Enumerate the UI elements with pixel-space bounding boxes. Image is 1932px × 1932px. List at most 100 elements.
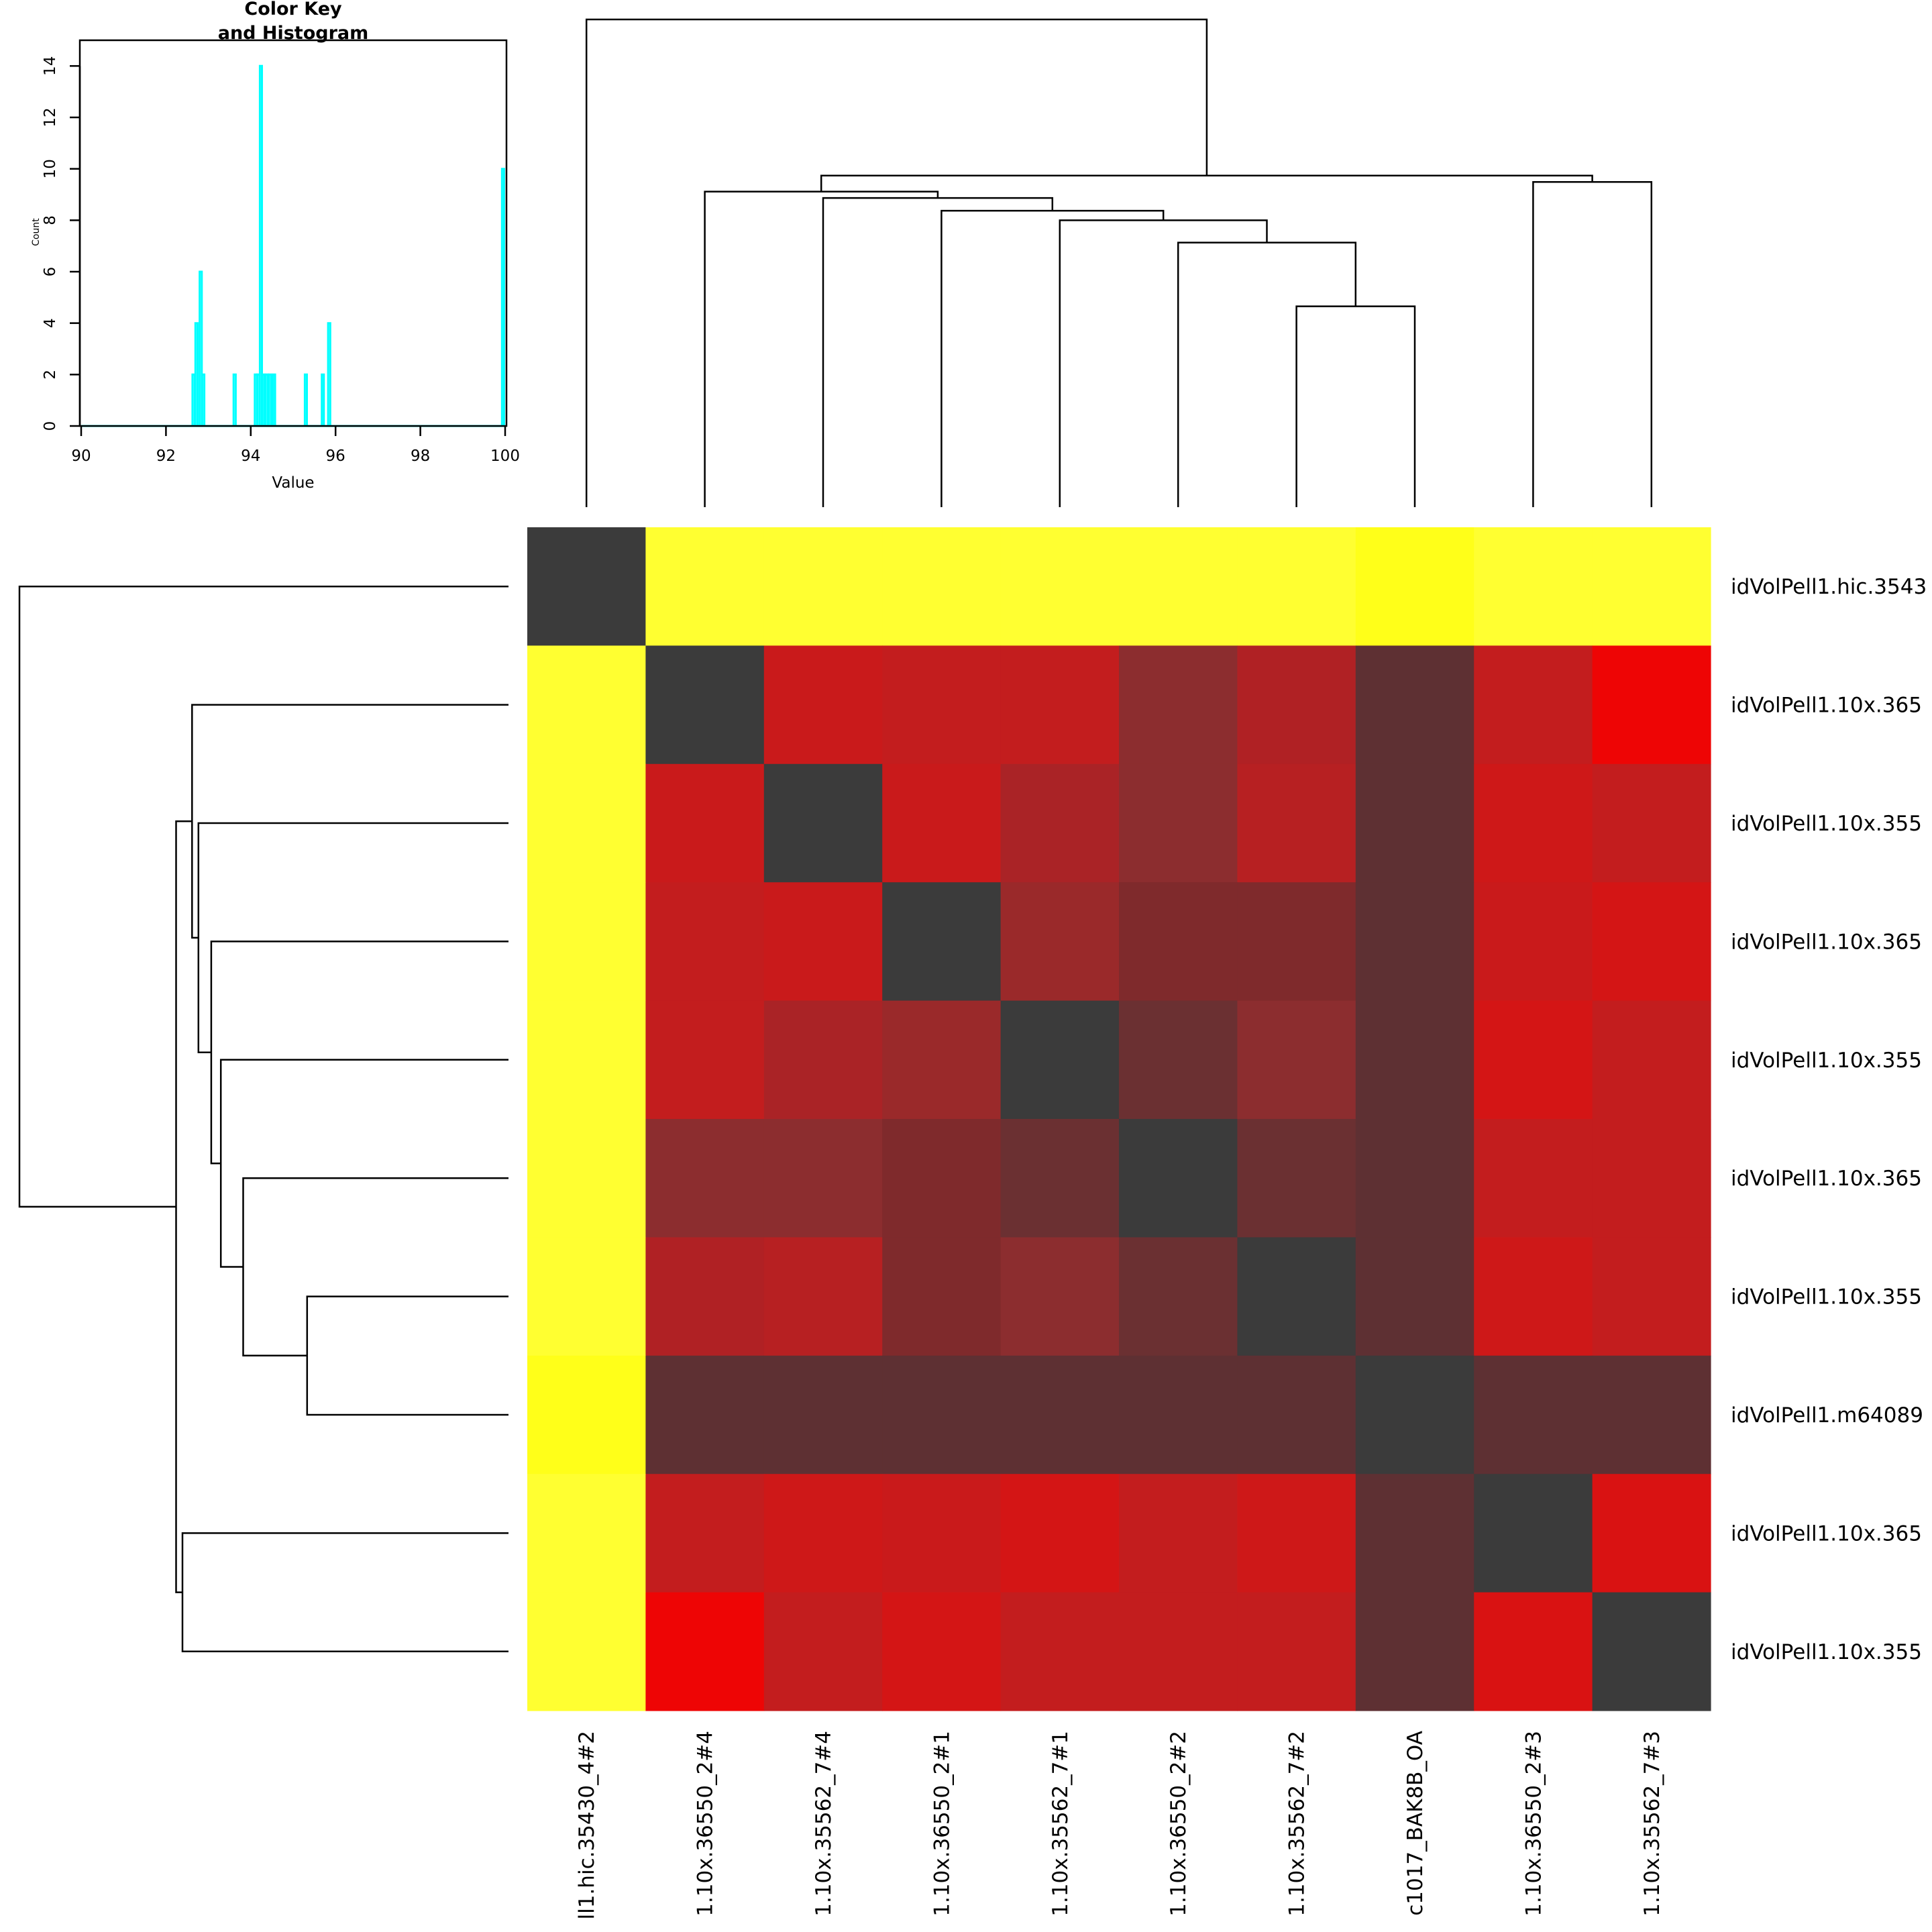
heatmap-cell-r9-c7 xyxy=(1355,1592,1474,1711)
histogram-bin-0 xyxy=(191,373,196,426)
heatmap-cell-r1-c1 xyxy=(645,645,765,765)
column-dendrogram-merge-5 xyxy=(704,191,939,507)
heatmap-cell-r2-c7 xyxy=(1355,763,1474,883)
heatmap-cell-r7-c7 xyxy=(1355,1355,1474,1474)
heatmap-cell-r5-c5 xyxy=(1119,1119,1238,1238)
histogram-bin-8 xyxy=(261,373,266,426)
heatmap-cell-r5-c0 xyxy=(527,1119,646,1238)
heatmap-cell-r5-c8 xyxy=(1474,1119,1593,1238)
column-label-8: 1.10x.36550_2#3 xyxy=(1521,1731,1546,1917)
heatmap-cell-r6-c3 xyxy=(882,1237,1002,1356)
color-key-x-axis: 90 92 94 96 98 100 xyxy=(71,425,520,465)
heatmap-cell-r4-c8 xyxy=(1474,1000,1593,1120)
histogram-bin-12 xyxy=(303,373,308,426)
heatmap-cell-r7-c5 xyxy=(1119,1355,1238,1474)
row-label-8: idVolPell1.10x.365 xyxy=(1731,1521,1922,1546)
heatmap-cell-r3-c9 xyxy=(1592,882,1711,1002)
heatmap-cell-r5-c2 xyxy=(763,1119,883,1238)
heatmap-cell-r1-c0 xyxy=(527,645,646,765)
histogram-bin-13 xyxy=(321,373,325,426)
column-label-9: 1.10x.35562_7#3 xyxy=(1640,1731,1664,1917)
row-dendrogram-merge-0 xyxy=(306,1295,508,1416)
column-dendrogram-merge-2 xyxy=(1059,219,1268,507)
heatmap-cell-r0-c2 xyxy=(763,527,883,646)
heatmap-cell-r3-c2 xyxy=(763,882,883,1002)
heatmap-cell-r7-c6 xyxy=(1237,1355,1356,1474)
heatmap-cell-r6-c8 xyxy=(1474,1237,1593,1356)
heatmap-cell-r4-c6 xyxy=(1237,1000,1356,1120)
color-key-histogram-lines xyxy=(81,64,505,427)
heatmap-cell-r0-c1 xyxy=(645,527,765,646)
heatmap-cell-r9-c0 xyxy=(527,1592,646,1711)
x-tick-label-1: 92 xyxy=(156,447,176,465)
heatmap-cell-r6-c9 xyxy=(1592,1237,1711,1356)
y-tick-label-4: 8 xyxy=(42,215,59,225)
column-dendrogram-merge-4 xyxy=(822,197,1054,507)
row-dendrogram-merge-5 xyxy=(191,704,508,939)
heatmap-cell-r7-c3 xyxy=(882,1355,1002,1474)
x-tick-label-0: 90 xyxy=(71,447,91,465)
heatmap-cell-r9-c3 xyxy=(882,1592,1002,1711)
heatmap-cell-r7-c1 xyxy=(645,1355,765,1474)
x-tick-label-2: 94 xyxy=(241,447,260,465)
heatmap-cell-r1-c6 xyxy=(1237,645,1356,765)
heatmap-cell-r0-c0 xyxy=(527,527,646,646)
column-label-0: ll1.hic.35430_4#2 xyxy=(575,1731,599,1920)
histogram-bin-15 xyxy=(500,168,505,426)
heatmap-cells xyxy=(527,527,1711,1711)
heatmap-cell-r9-c2 xyxy=(763,1592,883,1711)
row-label-3: idVolPell1.10x.365 xyxy=(1731,930,1922,954)
heatmap-cell-r2-c8 xyxy=(1474,763,1593,883)
y-tick-label-6: 12 xyxy=(42,107,59,127)
heatmap-cell-r3-c5 xyxy=(1119,882,1238,1002)
column-label-3: 1.10x.36550_2#1 xyxy=(930,1731,954,1917)
heatmap-cell-r4-c1 xyxy=(645,1000,765,1120)
histogram-bin-9 xyxy=(264,373,269,426)
heatmap-cell-r8-c8 xyxy=(1474,1474,1593,1593)
heatmap-cell-r1-c2 xyxy=(763,645,883,765)
heatmap-cell-r6-c6 xyxy=(1237,1237,1356,1356)
heatmap-cell-r8-c5 xyxy=(1119,1474,1238,1593)
column-dendrogram-merge-7 xyxy=(820,174,1593,192)
heatmap-cell-r0-c5 xyxy=(1119,527,1238,646)
column-dendrogram-merge-1 xyxy=(1177,241,1357,507)
heatmap-cell-r8-c6 xyxy=(1237,1474,1356,1593)
heatmap-cell-r0-c3 xyxy=(882,527,1002,646)
histogram-bin-3 xyxy=(201,373,206,426)
row-label-2: idVolPell1.10x.355 xyxy=(1731,812,1922,836)
column-labels: ll1.hic.35430_4#2 1.10x.36550_2#4 1.10x.35… xyxy=(575,1731,1664,1920)
heatmap-cell-r4-c7 xyxy=(1355,1000,1474,1120)
heatmap-cell-r2-c2 xyxy=(763,763,883,883)
heatmap-cell-r0-c8 xyxy=(1474,527,1593,646)
color-key-plot-frame xyxy=(78,39,508,427)
row-label-7: idVolPell1.m64089 xyxy=(1731,1403,1923,1428)
heatmap-cell-r6-c4 xyxy=(1000,1237,1120,1356)
heatmap-cell-r5-c6 xyxy=(1237,1119,1356,1238)
heatmap-cell-r4-c4 xyxy=(1000,1000,1120,1120)
color-key-y-label: Count xyxy=(31,218,42,246)
heatmap-cell-r8-c4 xyxy=(1000,1474,1120,1593)
row-label-4: idVolPell1.10x.355 xyxy=(1731,1049,1922,1073)
row-dendrogram-merge-1 xyxy=(242,1177,508,1357)
column-label-4: 1.10x.35562_7#1 xyxy=(1049,1731,1073,1917)
row-dendrogram-merge-6 xyxy=(181,1532,508,1653)
heatmap-cell-r6-c1 xyxy=(645,1237,765,1356)
heatmap-cell-r3-c3 xyxy=(882,882,1002,1002)
heatmap-cell-r7-c0 xyxy=(527,1355,646,1474)
y-tick-label-7: 14 xyxy=(42,56,59,76)
heatmap-cell-r9-c5 xyxy=(1119,1592,1238,1711)
column-label-2: 1.10x.35562_7#4 xyxy=(812,1731,836,1917)
row-dendrogram-merge-3 xyxy=(210,941,508,1165)
heatmap-cell-r8-c7 xyxy=(1355,1474,1474,1593)
heatmap-cell-r8-c2 xyxy=(763,1474,883,1593)
column-label-7: c1017_BAK8B_OA xyxy=(1403,1731,1428,1916)
color-key-histogram: Color Key and Histogram 90 92 94 96 98 100 02… xyxy=(31,0,520,492)
heatmap-cell-r1-c9 xyxy=(1592,645,1711,765)
heatmap-cell-r3-c4 xyxy=(1000,882,1120,1002)
histogram-bin-14 xyxy=(327,322,331,426)
color-key-x-label: Value xyxy=(272,474,314,492)
y-tick-label-1: 2 xyxy=(42,370,59,380)
heatmap-cell-r4-c9 xyxy=(1592,1000,1711,1120)
column-dendrogram xyxy=(585,18,1653,507)
